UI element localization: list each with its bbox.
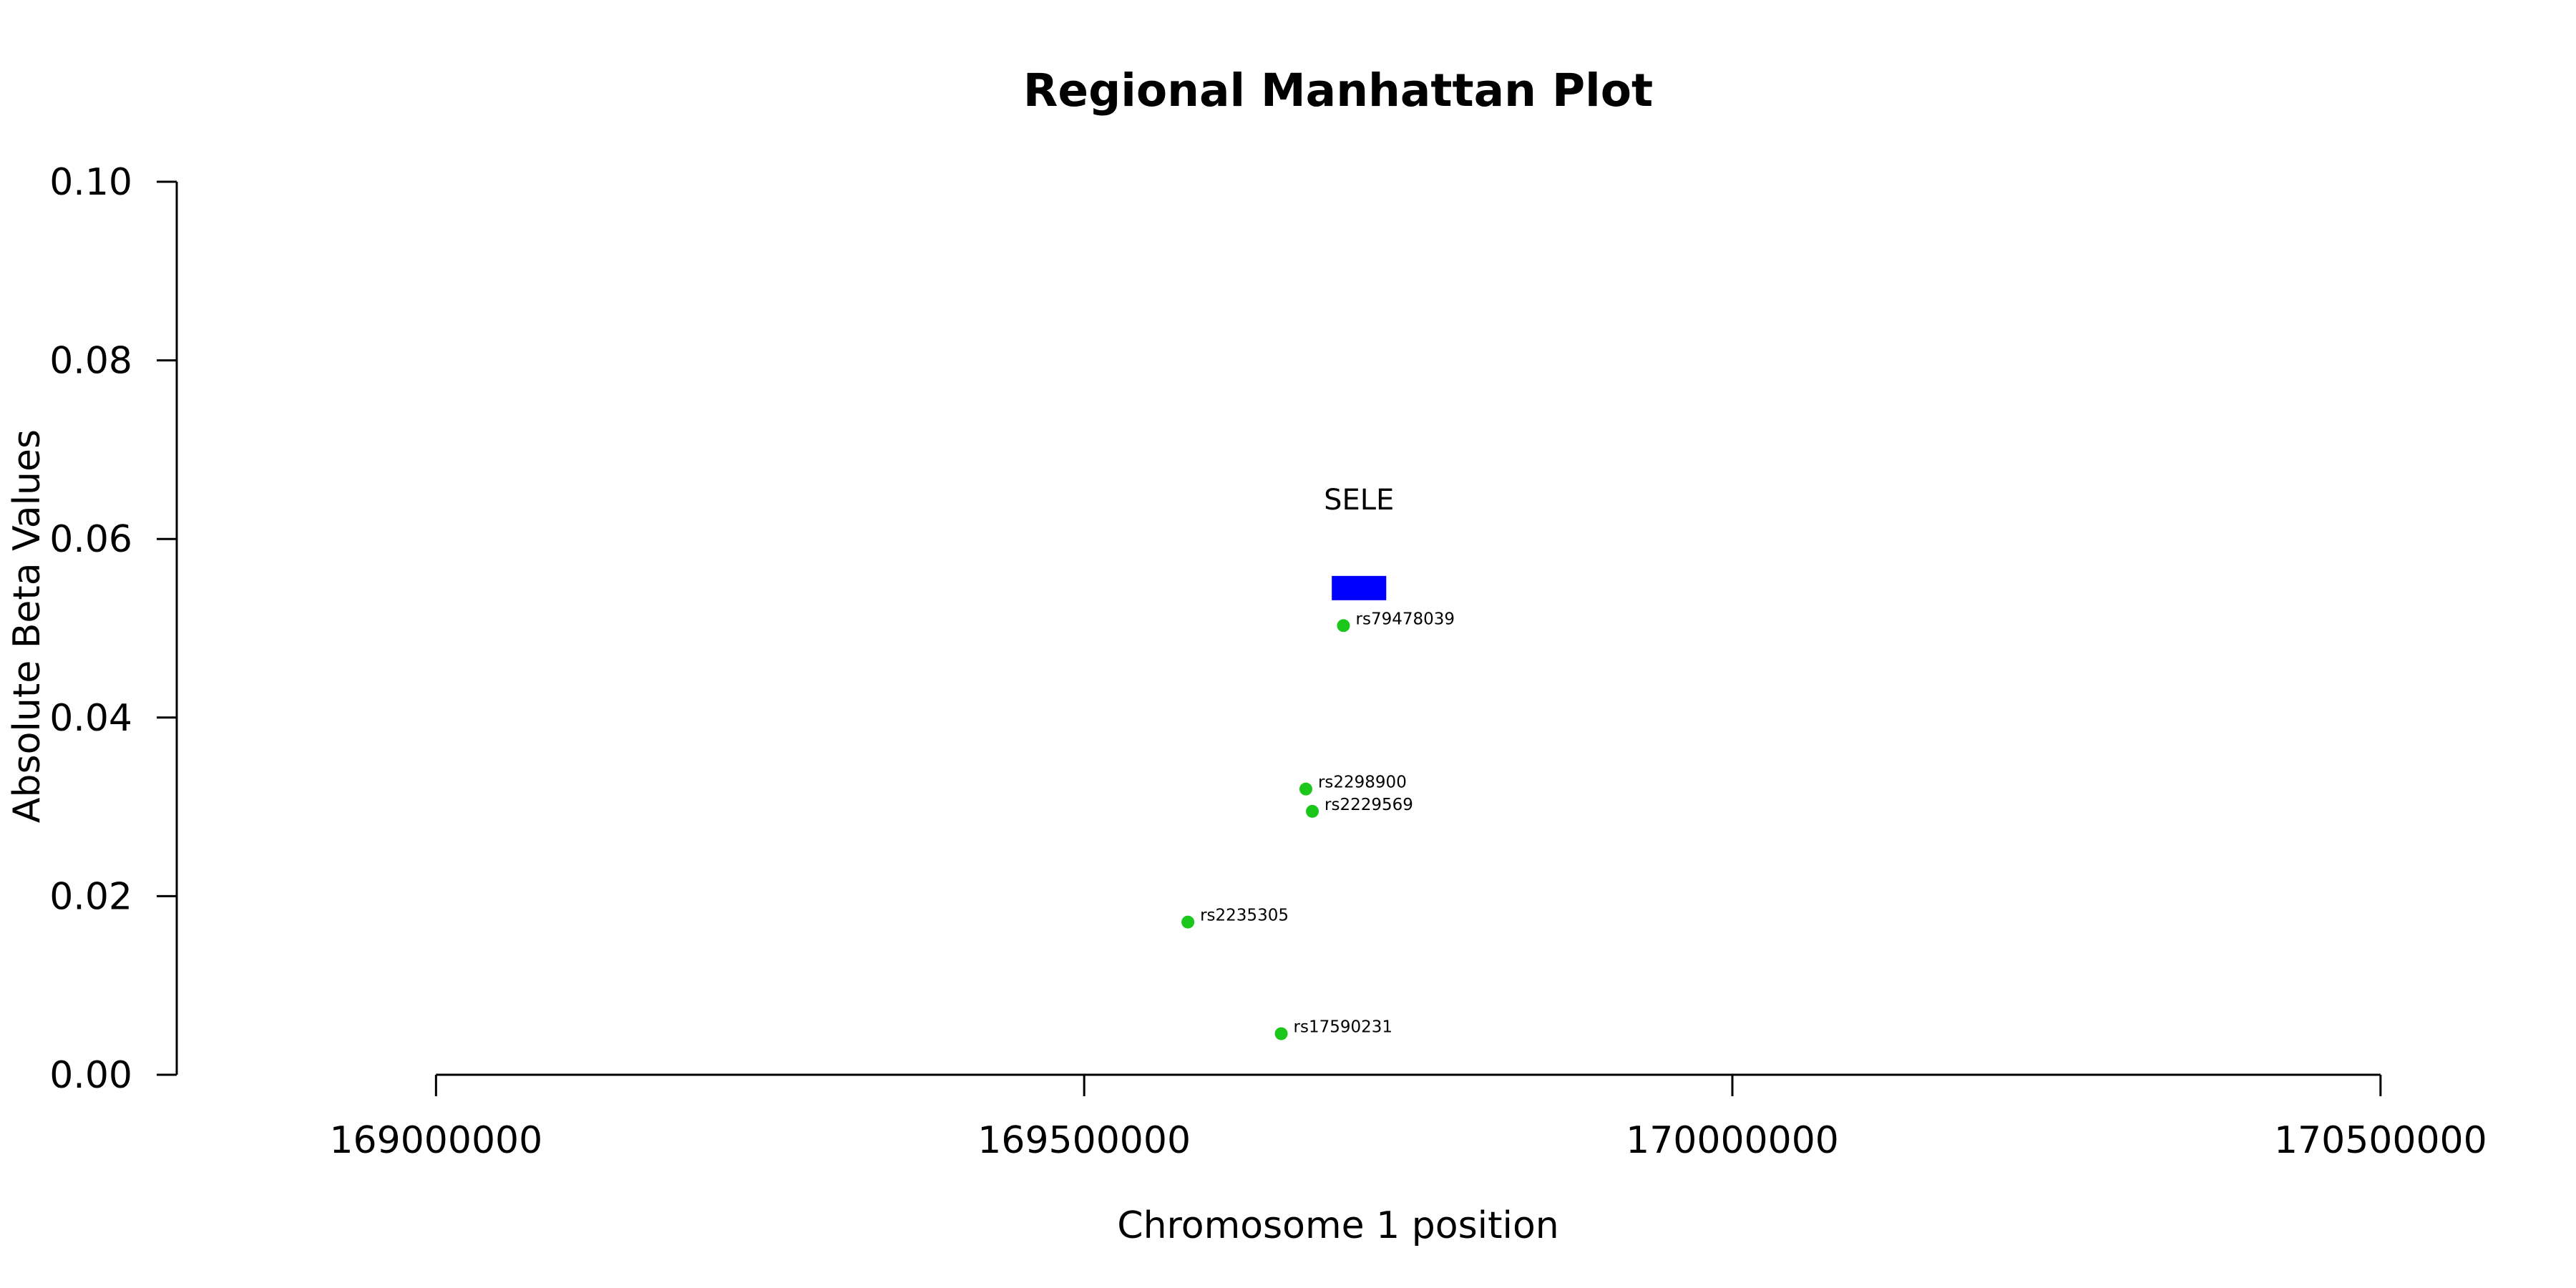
y-tick-label: 0.00 bbox=[49, 1054, 132, 1097]
x-tick-label: 170500000 bbox=[2274, 1119, 2487, 1162]
x-axis: 169000000 169500000 170000000 170500000 bbox=[329, 1073, 2487, 1162]
snp-label: rs79478039 bbox=[1356, 610, 1455, 628]
snp-points: rs79478039 rs2298900 rs2229569 rs2235305 rs1… bbox=[1181, 610, 1455, 1040]
snp-point bbox=[1181, 915, 1195, 929]
y-tick-label: 0.06 bbox=[49, 518, 132, 561]
gene-label: SELE bbox=[1324, 484, 1394, 517]
x-tick-label: 169500000 bbox=[977, 1119, 1191, 1162]
gene-bar bbox=[1332, 575, 1387, 600]
snp-label: rs2235305 bbox=[1200, 907, 1289, 925]
x-tick-label: 169000000 bbox=[329, 1119, 542, 1162]
y-tick-label: 0.02 bbox=[49, 875, 132, 918]
x-tick-label: 170000000 bbox=[1626, 1119, 1839, 1162]
chart-title: Regional Manhattan Plot bbox=[1023, 64, 1653, 117]
gene-layer: SELE bbox=[1324, 484, 1394, 600]
y-axis: 0.00 0.02 0.04 0.06 0.08 0.10 bbox=[49, 161, 178, 1097]
snp-label: rs17590231 bbox=[1294, 1018, 1393, 1037]
snp-point bbox=[1337, 619, 1350, 633]
x-axis-label: Chromosome 1 position bbox=[1117, 1204, 1558, 1247]
y-axis-label: Absolute Beta Values bbox=[6, 429, 49, 823]
y-tick-label: 0.04 bbox=[49, 697, 132, 740]
snp-point bbox=[1306, 804, 1319, 818]
y-tick-label: 0.10 bbox=[49, 161, 132, 204]
snp-label: rs2298900 bbox=[1318, 774, 1407, 792]
y-tick-label: 0.08 bbox=[49, 340, 132, 383]
snp-point bbox=[1274, 1027, 1288, 1040]
snp-label: rs2229569 bbox=[1324, 796, 1413, 814]
snp-point bbox=[1299, 782, 1312, 796]
